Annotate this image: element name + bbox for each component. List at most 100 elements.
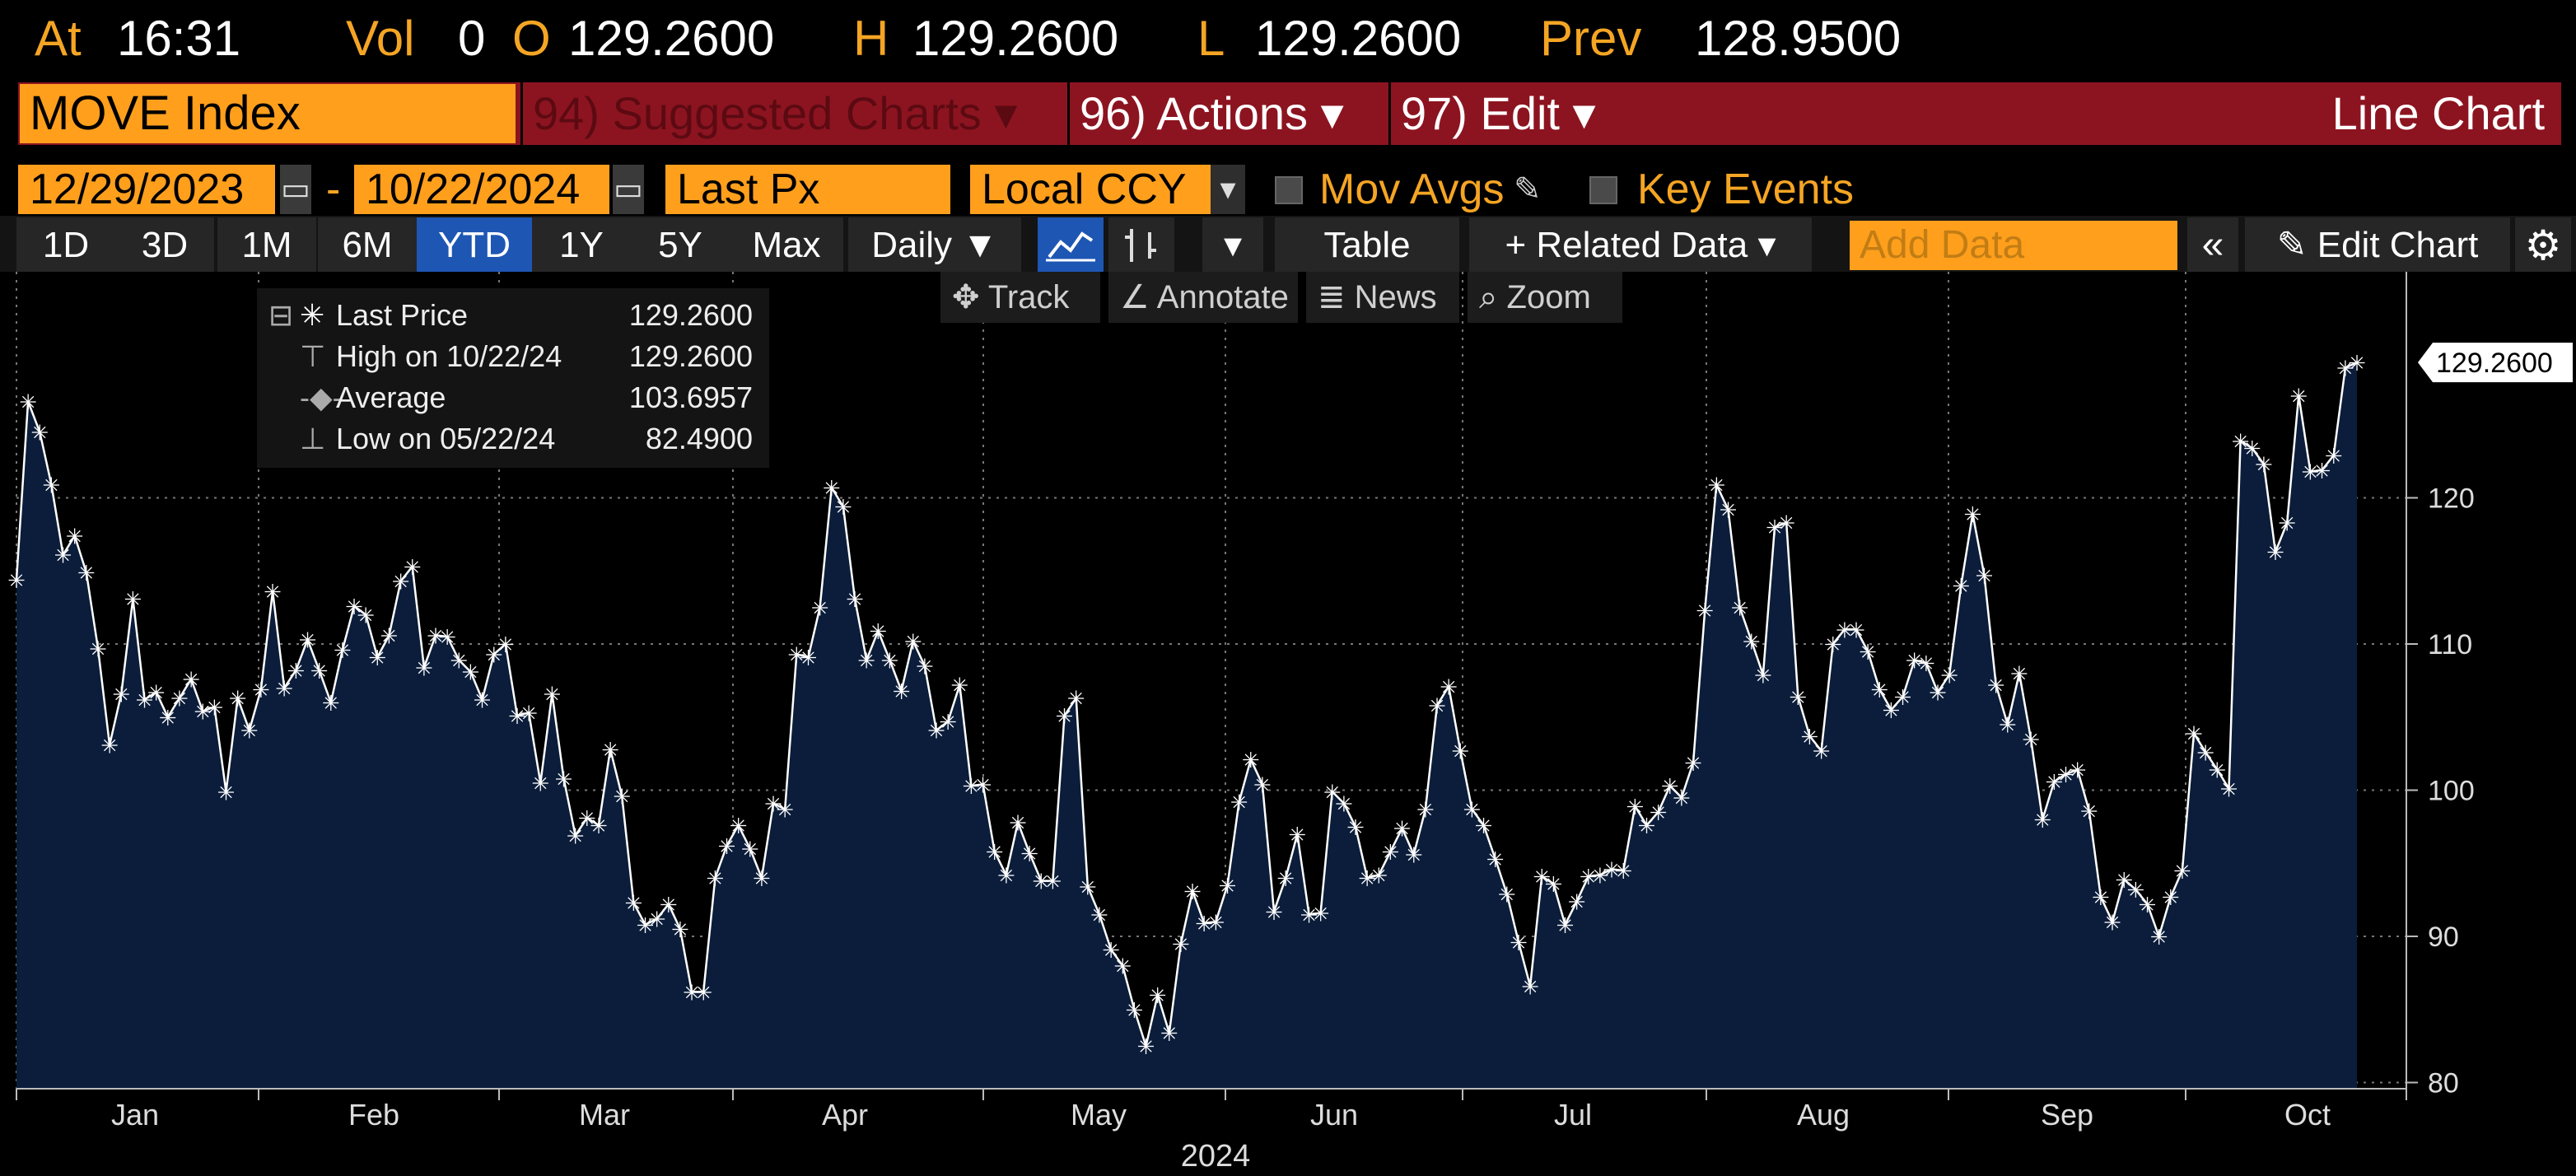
data-point-marker: ✳ bbox=[776, 798, 794, 823]
data-point-marker: ✳ bbox=[2033, 808, 2051, 833]
end-date-input[interactable]: 10/22/2024 bbox=[354, 165, 609, 214]
data-point-marker: ✳ bbox=[1102, 938, 1120, 963]
collapse-box-icon[interactable]: ⊟ bbox=[268, 298, 294, 332]
legend-low-value: 82.4900 bbox=[645, 422, 753, 455]
data-point-marker: ✳ bbox=[229, 687, 247, 712]
period-max-button[interactable]: Max bbox=[730, 217, 843, 273]
data-point-marker: ✳ bbox=[1288, 823, 1306, 847]
period-1m-button[interactable]: 1M bbox=[217, 217, 316, 273]
period-3d-button[interactable]: 3D bbox=[115, 217, 214, 273]
last-price-flag-shape bbox=[2418, 343, 2573, 383]
data-point-marker: ✳ bbox=[264, 580, 282, 604]
data-point-marker: ✳ bbox=[660, 893, 678, 917]
gear-icon[interactable]: ⚙ bbox=[2515, 217, 2571, 273]
legend-low-label: Low on 05/22/24 bbox=[336, 422, 556, 455]
quote-line: At 16:31 Vol 0 O 129.2600 H 129.2600 L 1… bbox=[0, 0, 2576, 79]
data-point-marker: ✳ bbox=[881, 649, 899, 674]
calendar-icon[interactable]: ▭ bbox=[613, 165, 644, 214]
mov-avgs-checkbox[interactable] bbox=[1275, 176, 1303, 204]
x-tick-label: Jul bbox=[1554, 1098, 1592, 1132]
data-point-marker: ✳ bbox=[1335, 791, 1353, 816]
annotate-button[interactable]: ∠ Annotate bbox=[1108, 272, 1298, 323]
data-point-marker: ✳ bbox=[893, 679, 911, 704]
data-point-marker: ✳ bbox=[438, 625, 456, 650]
data-point-marker: ✳ bbox=[1265, 900, 1283, 925]
table-button[interactable]: Table bbox=[1275, 217, 1459, 273]
add-data-placeholder: Add Data bbox=[1860, 223, 2025, 267]
key-events-checkbox[interactable] bbox=[1589, 176, 1617, 204]
data-point-marker: ✳ bbox=[1789, 685, 1807, 710]
data-point-marker: ✳ bbox=[485, 642, 503, 667]
price-line bbox=[15, 361, 2358, 1050]
data-point-marker: ✳ bbox=[520, 701, 538, 726]
line-chart-icon[interactable] bbox=[1038, 217, 1104, 273]
chevron-down-icon[interactable]: ▾ bbox=[1211, 165, 1245, 214]
frequency-select[interactable]: Daily ▼ bbox=[848, 217, 1021, 273]
quote-low-value: 129.2600 bbox=[1255, 11, 1462, 66]
y-axis-ticks: 80 90 100 110 120 bbox=[2406, 483, 2475, 1099]
data-point-marker: ✳ bbox=[2208, 758, 2226, 783]
mov-avgs-label: Mov Avgs bbox=[1319, 166, 1505, 213]
legend-average-value: 103.6957 bbox=[628, 380, 753, 414]
data-point-marker: ✳ bbox=[718, 834, 736, 859]
chart-type-label: Line Chart bbox=[2331, 87, 2545, 139]
data-point-marker: ✳ bbox=[508, 704, 526, 729]
period-1d-button[interactable]: 1D bbox=[16, 217, 115, 273]
start-date-input[interactable]: 12/29/2023 bbox=[18, 165, 275, 214]
price-field-select[interactable]: Last Px bbox=[665, 165, 950, 214]
data-point-marker: ✳ bbox=[1009, 811, 1027, 836]
data-point-marker: ✳ bbox=[2185, 721, 2203, 746]
bar-chart-icon[interactable] bbox=[1108, 217, 1174, 273]
data-point-marker: ✳ bbox=[2103, 910, 2121, 935]
add-data-input[interactable]: Add Data bbox=[1850, 221, 2177, 270]
related-data-button[interactable]: + Related Data ▾ bbox=[1469, 217, 1812, 273]
data-point-marker: ✳ bbox=[19, 390, 37, 414]
data-point-marker: ✳ bbox=[182, 668, 200, 693]
average-marker-icon: -◆- bbox=[300, 380, 343, 414]
zoom-button[interactable]: ⌕ Zoom bbox=[1468, 272, 1622, 323]
data-point-marker: ✳ bbox=[694, 980, 712, 1005]
currency-select[interactable]: Local CCY bbox=[970, 165, 1211, 214]
edit-menu[interactable]: 97) Edit ▾ bbox=[1388, 82, 1622, 145]
period-5y-button[interactable]: 5Y bbox=[631, 217, 730, 273]
last-price-flag-label: 129.2600 bbox=[2436, 348, 2553, 379]
data-point-marker: ✳ bbox=[1580, 865, 1598, 889]
data-point-marker: ✳ bbox=[1556, 913, 1575, 938]
x-axis-ticks: Jan Feb Mar Apr May Jun Jul Aug Sep Oct bbox=[16, 1089, 2407, 1132]
suggested-charts-menu[interactable]: 94) Suggested Charts ▾ bbox=[520, 82, 1067, 145]
data-point-marker: ✳ bbox=[637, 913, 655, 938]
data-point-marker: ✳ bbox=[2150, 925, 2168, 950]
chart-style-dropdown-icon[interactable]: ▾ bbox=[1202, 217, 1263, 273]
period-6m-button[interactable]: 6M bbox=[318, 217, 417, 273]
period-1y-button[interactable]: 1Y bbox=[532, 217, 631, 273]
data-point-marker: ✳ bbox=[240, 719, 259, 744]
data-point-marker: ✳ bbox=[2173, 859, 2191, 884]
data-point-marker: ✳ bbox=[170, 687, 189, 712]
data-point-marker: ✳ bbox=[1777, 511, 1795, 536]
data-point-marker: ✳ bbox=[1824, 632, 1842, 657]
data-point-marker: ✳ bbox=[683, 980, 701, 1005]
news-button[interactable]: ≣ News bbox=[1306, 272, 1459, 323]
data-point-marker: ✳ bbox=[1451, 740, 1469, 764]
quote-prev-label: Prev bbox=[1540, 11, 1642, 66]
data-point-marker: ✳ bbox=[741, 838, 759, 862]
track-button[interactable]: ✥ Track bbox=[940, 272, 1100, 323]
data-point-marker: ✳ bbox=[531, 772, 549, 796]
data-point-marker: ✳ bbox=[1183, 880, 1202, 904]
pencil-icon[interactable]: ✎ bbox=[1514, 171, 1542, 208]
data-point-marker: ✳ bbox=[904, 629, 922, 654]
security-field[interactable]: MOVE Index bbox=[20, 84, 516, 143]
bar-chart-glyph bbox=[1125, 229, 1156, 262]
data-point-marker: ✳ bbox=[380, 623, 399, 648]
data-point-marker: ✳ bbox=[590, 814, 608, 838]
actions-menu[interactable]: 96) Actions ▾ bbox=[1067, 82, 1388, 145]
data-point-marker: ✳ bbox=[1230, 791, 1248, 815]
data-point-marker: ✳ bbox=[1253, 772, 1272, 797]
data-point-marker: ✳ bbox=[205, 695, 223, 720]
calendar-icon[interactable]: ▭ bbox=[280, 165, 311, 214]
collapse-icon[interactable]: « bbox=[2187, 217, 2238, 273]
edit-chart-button[interactable]: ✎ Edit Chart bbox=[2245, 217, 2510, 273]
period-ytd-button[interactable]: YTD bbox=[417, 217, 532, 273]
data-point-marker: ✳ bbox=[1650, 800, 1668, 825]
legend-high-value: 129.2600 bbox=[628, 339, 753, 373]
